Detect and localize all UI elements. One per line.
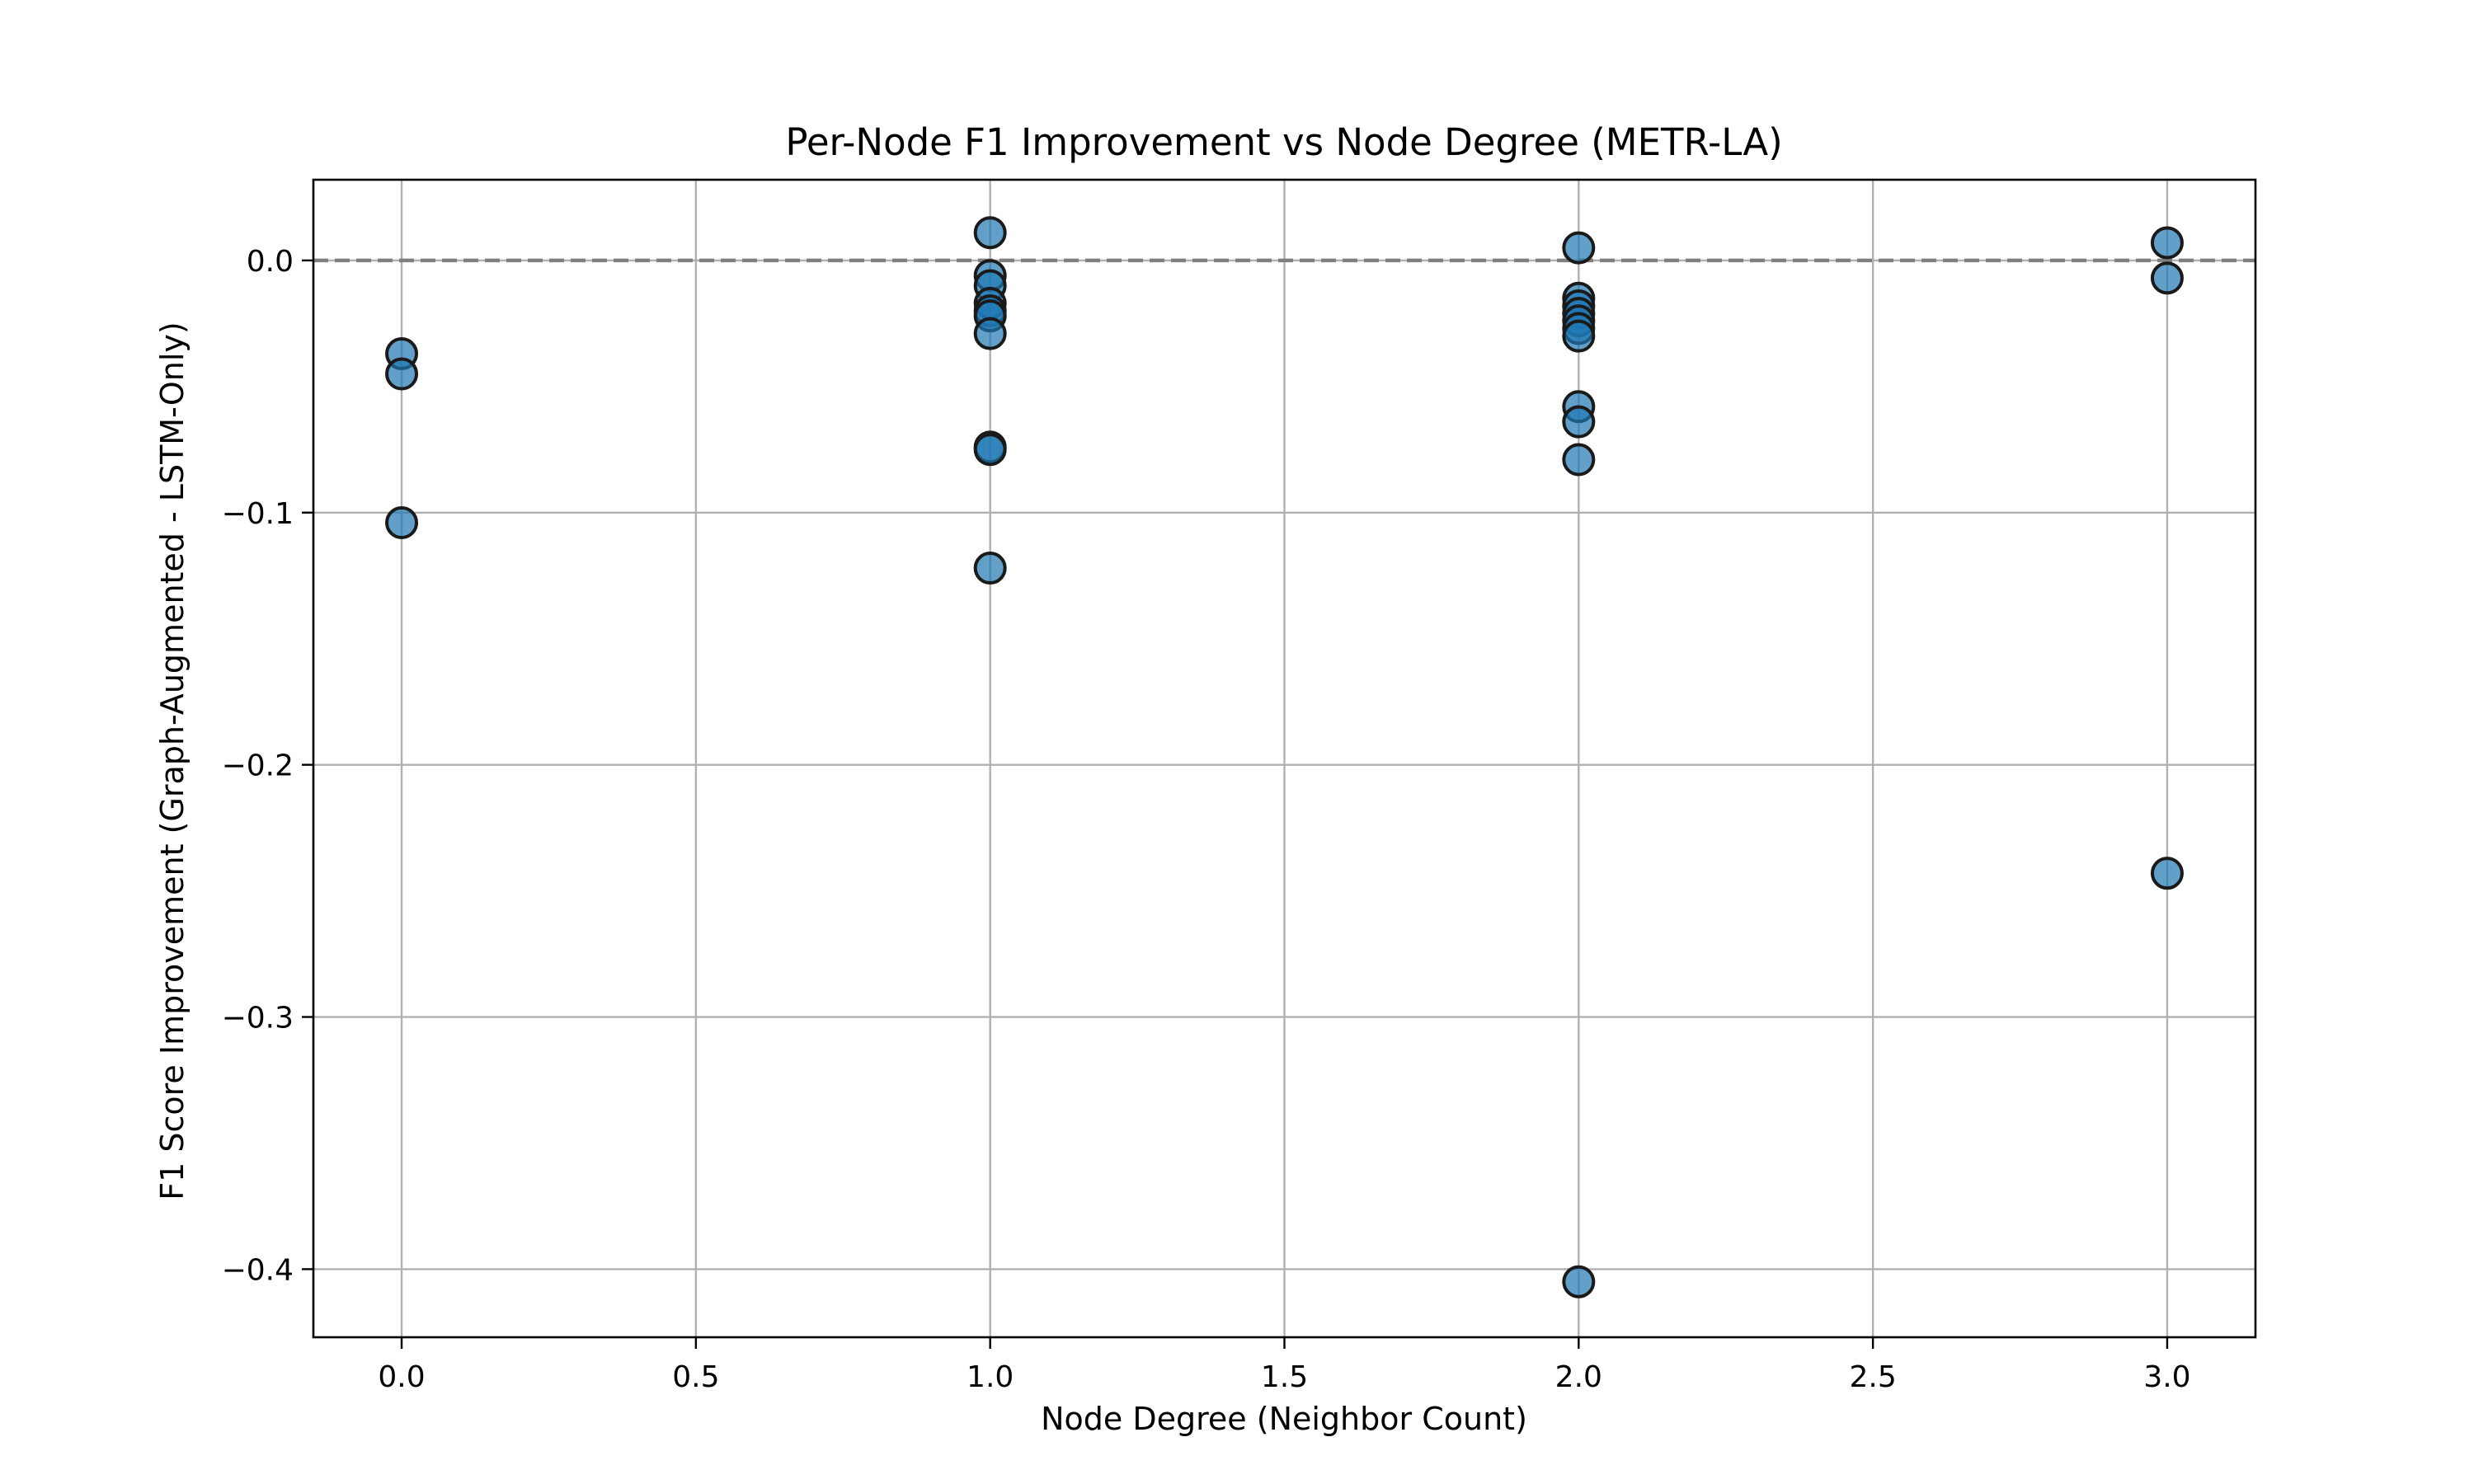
x-tick-label: 2.5 (1850, 1360, 1897, 1394)
scatter-point (973, 552, 1007, 585)
x-tick-label: 2.0 (1555, 1360, 1602, 1394)
scatter-point (385, 506, 419, 539)
y-tick-label: −0.4 (222, 1253, 294, 1287)
grid-lines (313, 180, 2255, 1337)
scatter-point (2150, 857, 2184, 890)
scatter-point (1562, 1265, 1596, 1298)
scatter-point (973, 433, 1007, 467)
scatter-point (1562, 443, 1596, 477)
x-axis-label: Node Degree (Neighbor Count) (1041, 1401, 1527, 1437)
data-points (385, 216, 2184, 1298)
scatter-point (973, 317, 1007, 350)
axis-ticks: 0.0 0.5 1.0 1.5 2.0 2.5 3.0 0.0 −0.1 −0.2 −0.3 −0.4 (222, 245, 2191, 1394)
scatter-point (2150, 261, 2184, 295)
x-tick-label: 1.5 (1261, 1360, 1308, 1394)
chart-title: Per-Node F1 Improvement vs Node Degree (… (785, 120, 1782, 164)
y-tick-label: 0.0 (247, 245, 294, 279)
scatter-point (973, 216, 1007, 250)
y-tick-label: −0.3 (222, 1002, 294, 1036)
y-tick-label: −0.2 (222, 749, 294, 783)
x-tick-label: 0.0 (378, 1360, 425, 1394)
y-tick-label: −0.1 (222, 497, 294, 531)
scatter-point (1562, 231, 1596, 265)
scatter-point (2150, 226, 2184, 260)
scatter-point (385, 357, 419, 391)
scatter-point (1562, 319, 1596, 353)
x-tick-label: 0.5 (672, 1360, 719, 1394)
x-tick-label: 3.0 (2143, 1360, 2190, 1394)
y-axis-label: F1 Score Improvement (Graph-Augmented - … (154, 322, 190, 1200)
scatter-point (1562, 405, 1596, 439)
x-tick-label: 1.0 (967, 1360, 1014, 1394)
